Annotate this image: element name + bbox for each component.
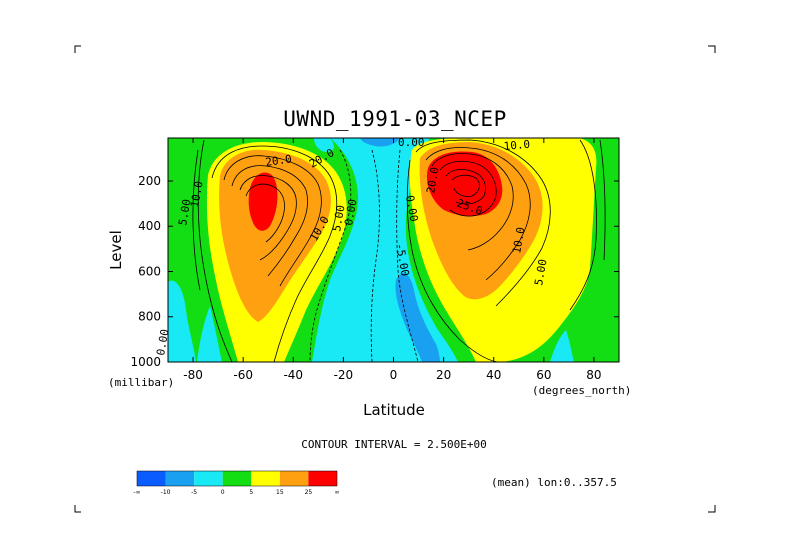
contour-sh-4 [239, 175, 297, 261]
contour-nh-3 [431, 153, 514, 251]
colorbar-swatch [279, 471, 309, 486]
x-tick-label: 80 [586, 368, 601, 382]
colorbar-swatch [194, 471, 223, 486]
y-tick-label: 1000 [130, 355, 161, 369]
fill-southpole-easterly [168, 280, 196, 362]
contour-sh-5 [245, 183, 285, 243]
x-axis-unit: (degrees_north) [532, 384, 631, 397]
colorbar-swatch [165, 471, 195, 486]
colorbar-label: 25 [305, 489, 313, 496]
contour-label: 10.0 [188, 180, 205, 208]
contour-tropic-1 [370, 149, 380, 362]
colorbar-label: 15 [276, 489, 284, 496]
colorbar-frame [136, 470, 338, 487]
fill-sh-jet-core [248, 172, 278, 231]
contour-label: 5.00 [330, 204, 347, 232]
filled-contours [168, 138, 619, 362]
contour-nh-out [406, 159, 501, 362]
contour-nh-1 [415, 139, 551, 307]
colorbar-swatch [308, 471, 337, 486]
contour-label: 5.00 [532, 258, 549, 286]
mean-text: (mean) lon:0..357.5 [491, 476, 617, 489]
contour-label: 5.00 [176, 198, 193, 226]
colorbar-label: -5 [191, 489, 197, 496]
x-tick-label: 0 [390, 368, 398, 382]
fill-nh-jet-core [426, 151, 503, 217]
x-tick-label: 40 [486, 368, 501, 382]
contour-label: 20.0 [265, 152, 293, 169]
x-tick-label: 20 [436, 368, 451, 382]
colorbar-swatch [222, 471, 252, 486]
contour-label: 0.00 [398, 136, 425, 149]
fill-southpole-easterly-2 [197, 306, 222, 362]
colorbar-label: ∞ [335, 489, 340, 496]
corner-marks [74, 45, 716, 513]
contour-nh-5 [445, 168, 486, 205]
contour-nh-2 [425, 147, 531, 281]
y-tick-label: 400 [138, 219, 161, 233]
chart-title: UWND_1991-03_NCEP [283, 107, 506, 131]
x-tick-label: -60 [233, 368, 253, 382]
colorbar-swatch [137, 471, 166, 486]
colorbar-label: -10 [161, 489, 171, 496]
contour-sh-out [192, 149, 201, 291]
colorbar-label: 0 [221, 489, 225, 496]
x-tick-label: -20 [334, 368, 354, 382]
fill-upper-easterly-core [360, 138, 400, 147]
contour-interval-text: CONTOUR INTERVAL = 2.500E+00 [301, 438, 486, 451]
y-tick-label: 600 [138, 264, 161, 278]
y-axis-label: Level [107, 230, 125, 270]
contour-label: 20.0 [424, 166, 441, 194]
contour-sh-0 [197, 139, 233, 362]
y-axis-unit: (millibar) [108, 376, 174, 389]
fill-np-easterly [550, 330, 574, 362]
fill-easterly-core [395, 273, 440, 362]
contour-label: 0.00 [342, 198, 359, 226]
x-tick-label: 60 [536, 368, 551, 382]
colorbar-swatch [251, 471, 280, 486]
contour-sh-dash [309, 149, 352, 362]
contour-label: 0.00 [403, 194, 420, 222]
contour-label: 10.0 [503, 138, 531, 153]
x-axis: -80 -60 -40 -20 0 20 40 60 80 [183, 138, 602, 382]
contour-tropic-2 [396, 149, 419, 362]
x-tick-label: -40 [283, 368, 303, 382]
contour-sh-2 [223, 155, 322, 287]
contour-nh-4 [439, 160, 497, 217]
x-tick-label: -80 [183, 368, 203, 382]
contour-nh-far [569, 139, 597, 311]
colorbar: -∞ -10 -5 0 5 15 25 ∞ [133, 470, 340, 496]
contour-label: 10.0 [510, 226, 527, 254]
contour-label: 0.00 [154, 328, 171, 356]
fill-upper-easterly-left [314, 138, 335, 152]
y-tick-label: 200 [138, 174, 161, 188]
colorbar-label: 5 [249, 489, 253, 496]
colorbar-label: -∞ [133, 489, 140, 496]
contour-sh-1 [211, 145, 338, 362]
y-axis: 200 400 600 800 1000 [130, 174, 619, 369]
x-axis-label: Latitude [363, 401, 425, 419]
y-tick-label: 800 [138, 310, 161, 324]
contour-nh-far2 [599, 139, 606, 261]
contour-sh-3 [231, 165, 308, 277]
fill-tropical-easterly [312, 138, 458, 362]
contour-label: -5.00 [393, 242, 412, 277]
contour-lines [192, 139, 606, 362]
contour-nh-6 [451, 174, 480, 197]
